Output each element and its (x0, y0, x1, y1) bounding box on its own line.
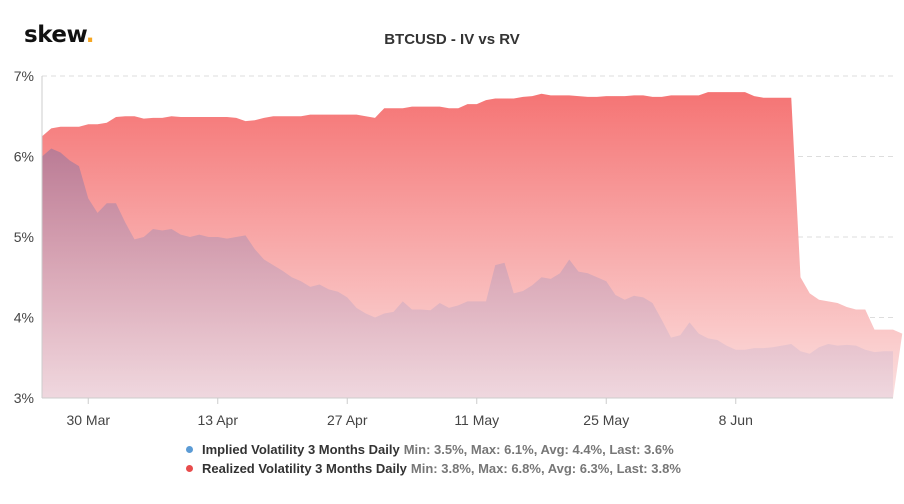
y-tick-label: 3% (14, 390, 34, 406)
y-tick-label: 7% (14, 68, 34, 84)
legend-item-rv[interactable]: Realized Volatility 3 Months Daily Min: … (186, 459, 681, 478)
legend-stats-rv: Min: 3.8%, Max: 6.8%, Avg: 6.3%, Last: 3… (410, 461, 681, 476)
x-tick-label: 8 Jun (719, 412, 753, 428)
legend: Implied Volatility 3 Months Daily Min: 3… (186, 440, 681, 478)
y-tick-label: 5% (14, 229, 34, 245)
legend-stats-iv: Min: 3.5%, Max: 6.1%, Avg: 4.4%, Last: 3… (403, 442, 674, 457)
y-tick-label: 6% (14, 149, 34, 165)
x-tick-label: 25 May (583, 412, 629, 428)
x-tick-label: 30 Mar (66, 412, 110, 428)
legend-name-iv: Implied Volatility 3 Months Daily (202, 442, 400, 457)
legend-item-iv[interactable]: Implied Volatility 3 Months Daily Min: 3… (186, 440, 681, 459)
axis-layer: 3% 4% 5% 6% 7% 30 Mar 13 Apr 27 Apr 11 May 25 May… (14, 68, 893, 428)
legend-dot-iv (186, 446, 193, 453)
skew-logo: skew. (24, 22, 95, 48)
logo-text: skew (24, 22, 86, 48)
legend-dot-rv (186, 465, 193, 472)
x-tick-label: 11 May (454, 412, 499, 428)
chart-title: BTCUSD - IV vs RV (384, 31, 520, 48)
x-tick-label: 13 Apr (198, 412, 239, 428)
legend-name-rv: Realized Volatility 3 Months Daily (202, 461, 407, 476)
area-implied-volatility[interactable] (42, 148, 893, 398)
y-tick-label: 4% (14, 310, 34, 326)
area-layer (42, 92, 903, 398)
x-tick-label: 27 Apr (327, 412, 368, 428)
logo-dot: . (85, 22, 95, 48)
